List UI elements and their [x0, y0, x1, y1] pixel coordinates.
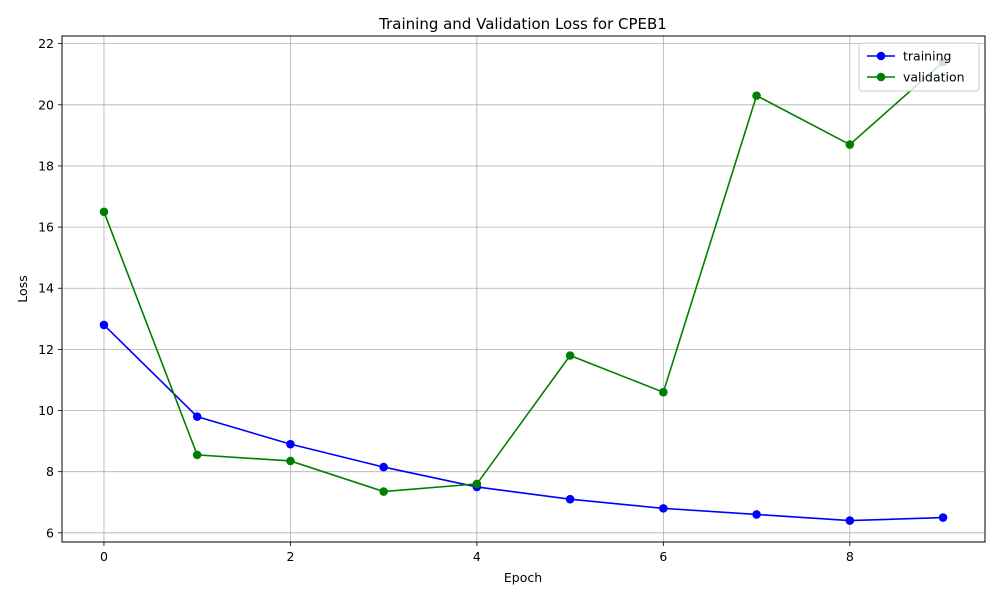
legend-swatch-marker — [876, 72, 886, 82]
validation-point — [379, 487, 388, 496]
training-point — [192, 412, 202, 421]
validation-point — [472, 479, 482, 489]
x-tick-label: 6 — [659, 549, 667, 564]
series-validation — [99, 57, 948, 496]
training-point — [286, 439, 295, 449]
training-point — [99, 320, 109, 330]
plot-frame — [61, 35, 986, 543]
y-tick-label: 18 — [38, 158, 54, 173]
training-point — [845, 516, 855, 525]
legend-box — [858, 42, 980, 92]
training-line — [103, 324, 944, 522]
grid — [62, 36, 985, 542]
y-tick-label: 22 — [38, 36, 54, 51]
validation-point — [752, 91, 761, 100]
legend-swatch-marker — [876, 51, 886, 61]
x-tick-label: 4 — [473, 549, 481, 564]
y-tick-label: 10 — [38, 403, 54, 418]
x-axis-ticks: 0 2 4 6 8 — [100, 542, 854, 564]
legend-label: training — [903, 49, 951, 64]
legend-label: validation — [903, 70, 965, 85]
training-point — [752, 510, 761, 519]
x-tick-label: 8 — [846, 549, 854, 564]
x-tick-label: 0 — [100, 549, 108, 564]
validation-point — [286, 456, 295, 466]
y-axis-ticks: 6 8 10 12 14 16 18 20 22 — [38, 36, 62, 540]
y-tick-label: 16 — [38, 220, 54, 235]
y-tick-label: 8 — [46, 464, 54, 479]
validation-point — [192, 450, 202, 460]
validation-point — [565, 351, 575, 360]
chart-title: Training and Validation Loss for CPEB1 — [378, 15, 667, 33]
training-point — [379, 462, 388, 472]
validation-point — [99, 207, 109, 217]
validation-point — [845, 140, 855, 149]
y-tick-label: 20 — [38, 97, 54, 112]
training-point — [565, 494, 575, 504]
y-tick-label: 6 — [46, 525, 54, 540]
y-tick-label: 14 — [38, 281, 54, 296]
y-axis-label: Loss — [15, 275, 30, 302]
validation-point — [659, 387, 668, 397]
series-layer — [99, 57, 948, 525]
x-axis-label: Epoch — [504, 570, 542, 585]
series-training — [99, 320, 948, 525]
training-point — [938, 513, 948, 522]
validation-line — [103, 61, 944, 493]
legend: training validation — [858, 42, 980, 92]
y-tick-label: 12 — [38, 342, 54, 357]
x-tick-label: 2 — [286, 549, 294, 564]
training-point — [659, 504, 668, 513]
